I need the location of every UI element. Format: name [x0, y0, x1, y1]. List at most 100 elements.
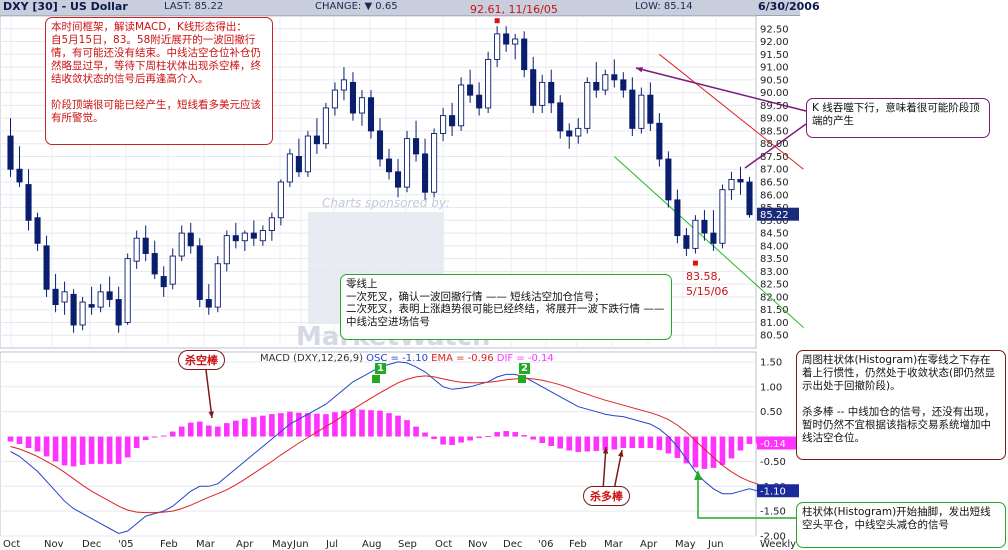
candle-body — [394, 171, 402, 188]
candle-body — [367, 97, 375, 132]
x-axis-label: Sep — [398, 539, 417, 550]
candle-body — [683, 235, 690, 249]
histogram-bar — [70, 436, 77, 467]
x-axis-label: Jun — [292, 539, 309, 550]
candle-body — [440, 115, 447, 134]
x-axis-label: Feb — [160, 539, 178, 550]
arrow-kill-short — [205, 369, 213, 419]
candle-body — [88, 304, 95, 308]
candle-body — [97, 291, 104, 308]
price-tick-label: 88.50 — [760, 126, 789, 137]
histogram-bar — [395, 415, 401, 437]
histogram-bar — [413, 426, 419, 437]
x-axis-label: Jul — [325, 539, 338, 550]
candle-body — [431, 133, 438, 193]
histogram-bar — [359, 409, 365, 437]
candle-body — [746, 181, 753, 216]
kill-short-label: 杀空棒 — [178, 350, 225, 370]
histogram-bar — [205, 425, 212, 437]
histogram-bar — [25, 436, 32, 448]
candle-body — [656, 122, 663, 160]
candle-body — [34, 217, 41, 244]
candle-body — [530, 69, 537, 106]
note-engulfing: K 线吞噬下行，意味着很可能阶段顶端的产生 — [806, 98, 990, 138]
histogram-bar — [169, 431, 176, 437]
last-price-tag-text: 85.22 — [760, 210, 789, 221]
candle-body — [178, 232, 185, 257]
cross-2-marker — [518, 375, 526, 383]
candle-body — [169, 255, 176, 285]
candle-body — [557, 102, 564, 132]
death-cross-1: 1 — [375, 363, 386, 374]
x-axis-label: Feb — [569, 539, 587, 550]
candle-body — [575, 127, 582, 137]
note-histogram-turn: 柱状体(Histogram)开始抽脚，发出短线空头平仓，中线空头减仓的信号 — [796, 502, 1006, 548]
note-zero-line: 零线上 一次死叉，确认一波回撤行情 —— 短线沽空加仓信号； 二次死叉，表明上涨… — [340, 274, 672, 340]
histogram-bar — [602, 436, 609, 451]
histogram-bar — [223, 423, 230, 437]
histogram-bar — [341, 410, 347, 437]
arrow-histogram-turn — [697, 478, 796, 519]
histogram-bar — [620, 436, 627, 448]
candle-body — [52, 288, 59, 306]
arrow-engulfing-branch — [744, 123, 807, 169]
price-tick-label: 82.50 — [760, 280, 789, 291]
x-axis-label: Mar — [196, 539, 216, 550]
ema-line — [10, 375, 759, 514]
histogram-bar — [133, 436, 140, 448]
histogram-bar — [106, 436, 113, 464]
candle-body — [385, 158, 393, 173]
macd-tick-label: -0.50 — [760, 457, 786, 468]
candle-body — [412, 138, 420, 155]
histogram-bar — [431, 436, 437, 440]
histogram-bar — [656, 436, 663, 450]
x-axis-label: May — [272, 539, 293, 550]
histogram-bar — [34, 436, 41, 452]
sponsor-text: Charts sponsored by: — [322, 196, 450, 210]
candle-body — [124, 258, 131, 323]
macd-tick-label: 1.50 — [760, 357, 782, 368]
histogram-bar — [701, 436, 708, 469]
histogram-bar — [88, 436, 95, 464]
candle-body — [142, 237, 149, 254]
histogram-bar — [151, 436, 158, 438]
histogram-bar — [404, 420, 410, 437]
histogram-bar — [124, 436, 131, 458]
histogram-bar — [584, 436, 591, 452]
histogram-bar — [269, 414, 275, 437]
candle-body — [187, 232, 194, 247]
x-axis-label: Aug — [362, 539, 382, 550]
low-value: LOW: 85.14 — [635, 1, 693, 12]
histogram-bar — [7, 436, 14, 442]
histogram-bar — [719, 436, 726, 465]
histogram-bar — [557, 436, 564, 449]
histogram-bar — [548, 436, 555, 446]
macd-osc: OSC = -1.10 — [366, 353, 428, 364]
death-cross-2: 2 — [519, 363, 530, 374]
candle-body — [701, 219, 708, 234]
candle-body — [376, 130, 384, 160]
histogram-bar — [196, 421, 203, 437]
osc-value-text: -1.10 — [760, 487, 786, 498]
price-tick-label: 89.00 — [760, 114, 789, 125]
candle-body — [340, 79, 348, 91]
histogram-bar — [449, 436, 455, 445]
arrow-kill-long-1-head — [602, 447, 609, 454]
candle-body — [286, 153, 293, 183]
x-axis-label: Dec — [82, 539, 101, 550]
price-tick-label: 85.00 — [760, 216, 789, 227]
arrow-kill-short-head — [208, 411, 214, 418]
candle-body — [638, 94, 645, 129]
arrow-kill-long-2 — [613, 449, 623, 491]
peak-annotation: 92.61, 11/16/05 — [470, 3, 558, 16]
histogram-bar — [458, 436, 464, 443]
arrow-kill-long-1 — [602, 446, 607, 491]
macd-tick-label: 0.50 — [760, 407, 782, 418]
candle-body — [61, 291, 68, 303]
candle-body — [476, 94, 483, 109]
candle-body — [611, 74, 618, 81]
peak-marker — [494, 18, 500, 24]
last-price: LAST: 85.22 — [164, 1, 224, 12]
x-axis-label: Weekly — [760, 539, 796, 550]
price-tick-label: 92.00 — [760, 37, 789, 48]
